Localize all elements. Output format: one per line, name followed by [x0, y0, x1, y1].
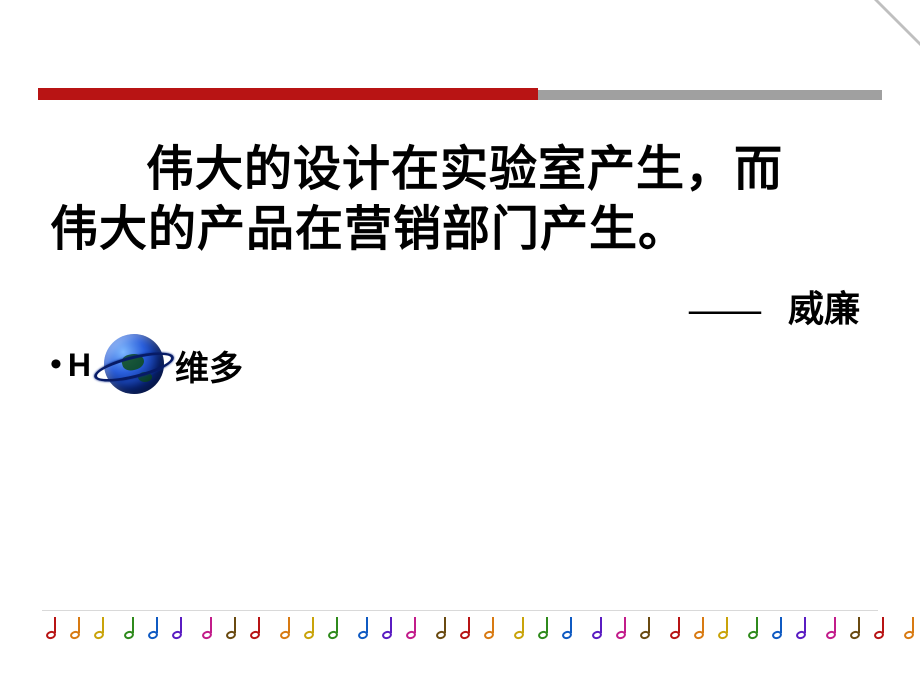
- quote-text: 伟大的设计在实验室产生，而 伟大的产品在营销部门产生。: [50, 140, 870, 260]
- music-note-icon: [638, 615, 658, 641]
- music-note-group: [432, 615, 504, 641]
- footer-music-border: [42, 610, 878, 644]
- bullet-icon: •: [50, 346, 62, 384]
- music-note-group: [276, 615, 348, 641]
- quote-attribution: —— 威廉: [50, 280, 870, 332]
- music-note-icon: [614, 615, 634, 641]
- music-note-icon: [248, 615, 268, 641]
- music-note-icon: [482, 615, 502, 641]
- music-note-icon: [848, 615, 868, 641]
- music-note-icon: [770, 615, 790, 641]
- music-note-group: [666, 615, 738, 641]
- music-note-group: [510, 615, 582, 641]
- music-note-icon: [170, 615, 190, 641]
- music-note-group: [198, 615, 270, 641]
- music-note-icon: [302, 615, 322, 641]
- music-note-icon: [560, 615, 580, 641]
- music-note-group: [354, 615, 426, 641]
- music-note-icon: [902, 615, 920, 641]
- music-note-group: [42, 615, 114, 641]
- music-note-icon: [356, 615, 376, 641]
- music-note-icon: [146, 615, 166, 641]
- quote-line-2: 伟大的产品在营销部门产生。: [50, 200, 870, 260]
- music-note-icon: [458, 615, 478, 641]
- title-underline-red: [38, 88, 538, 100]
- author-initial: H: [68, 347, 91, 384]
- slide: 伟大的设计在实验室产生，而 伟大的产品在营销部门产生。 —— 威廉 • H 维多: [0, 0, 920, 690]
- music-note-icon: [326, 615, 346, 641]
- music-note-group: [588, 615, 660, 641]
- music-note-icon: [746, 615, 766, 641]
- music-note-icon: [92, 615, 112, 641]
- music-note-icon: [668, 615, 688, 641]
- music-note-icon: [590, 615, 610, 641]
- music-note-icon: [824, 615, 844, 641]
- music-note-icon: [404, 615, 424, 641]
- globe-icon: [99, 330, 169, 400]
- music-note-icon: [692, 615, 712, 641]
- music-note-icon: [794, 615, 814, 641]
- music-note-icon: [224, 615, 244, 641]
- page-curl: [874, 0, 920, 46]
- music-note-icon: [380, 615, 400, 641]
- music-note-icon: [536, 615, 556, 641]
- music-note-group: [744, 615, 816, 641]
- music-note-icon: [872, 615, 892, 641]
- music-note-group: [900, 615, 920, 641]
- music-note-icon: [278, 615, 298, 641]
- attribution-dash: ——: [689, 289, 761, 329]
- author-row: • H 维多: [50, 330, 243, 400]
- music-note-icon: [44, 615, 64, 641]
- quote-line-1: 伟大的设计在实验室产生，而: [50, 140, 870, 200]
- music-note-icon: [200, 615, 220, 641]
- music-note-icon: [122, 615, 142, 641]
- author-tail: 维多: [175, 341, 243, 390]
- music-note-icon: [434, 615, 454, 641]
- music-note-icon: [512, 615, 532, 641]
- music-note-group: [822, 615, 894, 641]
- music-note-group: [120, 615, 192, 641]
- attribution-name: 威廉: [788, 289, 860, 329]
- music-note-icon: [68, 615, 88, 641]
- music-note-icon: [716, 615, 736, 641]
